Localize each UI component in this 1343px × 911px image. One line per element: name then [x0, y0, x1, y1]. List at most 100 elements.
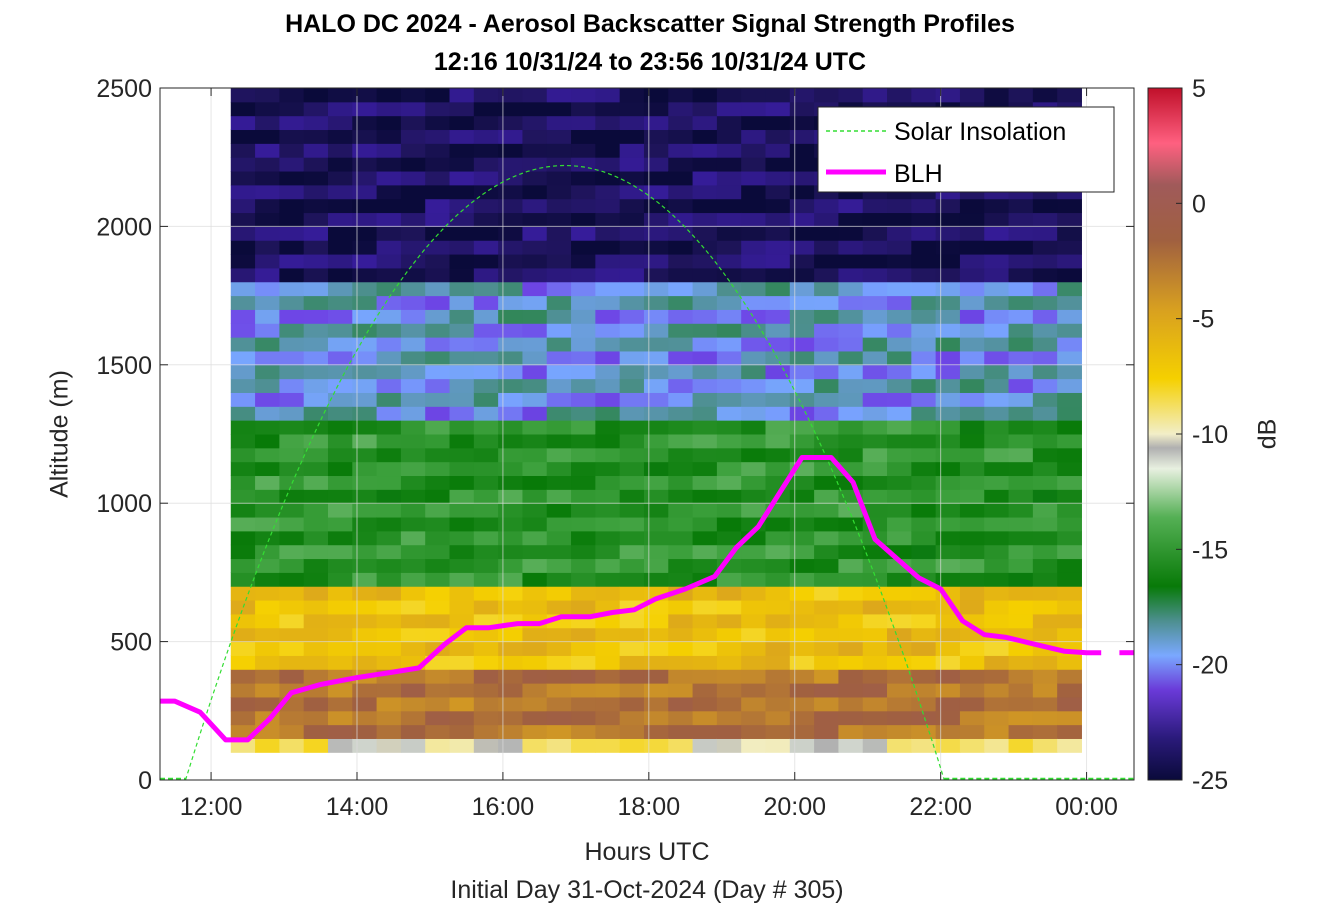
heatmap-cell: [498, 724, 523, 739]
heatmap-cell: [1008, 337, 1034, 352]
heatmap-cell: [571, 337, 596, 352]
heatmap-cell: [279, 613, 305, 629]
heatmap-cell: [741, 226, 766, 241]
heatmap-cell: [887, 475, 912, 490]
colorbar-tick-label: -15: [1192, 536, 1228, 564]
heatmap-cell: [911, 226, 937, 241]
heatmap-cell: [279, 309, 305, 324]
heatmap-cell: [814, 586, 839, 601]
heatmap-cell: [692, 337, 718, 352]
heatmap-cell: [571, 724, 596, 739]
heatmap-cell: [473, 517, 499, 532]
heatmap-cell: [911, 461, 937, 477]
heatmap-cell: [400, 309, 426, 324]
heatmap-cell: [255, 572, 280, 587]
heatmap-cell: [1057, 337, 1082, 352]
heatmap-cell: [303, 600, 329, 615]
heatmap-cell: [449, 600, 475, 615]
heatmap-cell: [814, 323, 839, 338]
colorbar-tick-label: 5: [1192, 75, 1206, 103]
heatmap-cell: [643, 281, 669, 297]
heatmap-cell: [449, 295, 475, 310]
heatmap-cell: [789, 254, 815, 269]
heatmap-cell: [814, 461, 839, 477]
heatmap-cell: [1057, 212, 1082, 227]
heatmap-cell: [303, 641, 329, 656]
heatmap-cell: [1032, 544, 1058, 560]
heatmap-cell: [473, 489, 499, 504]
heatmap-cell: [279, 226, 305, 241]
heatmap-cell: [911, 517, 937, 532]
heatmap-cell: [425, 724, 451, 739]
heatmap-cell: [789, 364, 815, 380]
heatmap-cell: [668, 295, 694, 310]
heatmap-cell: [1008, 88, 1034, 103]
heatmap-cell: [716, 198, 742, 214]
heatmap-cell: [473, 157, 499, 172]
heatmap-cell: [959, 267, 985, 283]
heatmap-cell: [255, 212, 280, 227]
heatmap-cell: [498, 600, 523, 615]
heatmap-cell: [643, 447, 669, 463]
heatmap-cell: [959, 517, 985, 532]
heatmap-cell: [449, 392, 475, 407]
heatmap-cell: [498, 337, 523, 352]
heatmap-cell: [1032, 655, 1058, 670]
heatmap-cell: [376, 558, 402, 573]
heatmap-cell: [327, 129, 353, 144]
heatmap-cell: [668, 503, 694, 518]
heatmap-cell: [230, 710, 256, 726]
heatmap-cell: [449, 530, 475, 546]
heatmap-cell: [838, 655, 864, 670]
heatmap-cell: [1032, 627, 1058, 643]
heatmap-cell: [230, 295, 256, 310]
heatmap-cell: [522, 240, 548, 255]
heatmap-cell: [376, 503, 402, 518]
heatmap-cell: [279, 88, 305, 103]
heatmap-cell: [498, 489, 523, 504]
heatmap-cell: [230, 115, 256, 131]
heatmap-cell: [668, 420, 694, 435]
heatmap-cell: [935, 323, 961, 338]
heatmap-cell: [352, 572, 378, 587]
heatmap-cell: [279, 517, 305, 532]
heatmap-cell: [935, 572, 961, 587]
colorbar-label: dB: [1253, 418, 1282, 450]
colorbar-tick-label: 0: [1192, 190, 1206, 218]
heatmap-cell: [522, 489, 548, 504]
heatmap-cell: [935, 655, 961, 670]
heatmap-cell: [522, 434, 548, 449]
heatmap-cell: [255, 171, 280, 186]
heatmap-cell: [692, 586, 718, 601]
heatmap-cell: [400, 503, 426, 518]
heatmap-cell: [741, 434, 766, 449]
heatmap-cell: [911, 696, 937, 712]
heatmap-cell: [473, 281, 499, 297]
heatmap-cell: [571, 143, 596, 158]
heatmap-cell: [546, 434, 572, 449]
heatmap-cell: [668, 198, 694, 214]
heatmap-cell: [449, 267, 475, 283]
heatmap-cell: [692, 655, 718, 670]
heatmap-cell: [692, 392, 718, 407]
heatmap-cell: [814, 281, 839, 297]
heatmap-cell: [522, 309, 548, 324]
heatmap-cell: [887, 710, 912, 726]
heatmap-cell: [473, 669, 499, 684]
heatmap-cell: [546, 655, 572, 670]
heatmap-cell: [959, 530, 985, 546]
heatmap-cell: [303, 198, 329, 214]
heatmap-cell: [862, 489, 888, 504]
heatmap-cell: [279, 295, 305, 310]
heatmap-cell: [789, 323, 815, 338]
heatmap-cell: [522, 724, 548, 739]
heatmap-cell: [352, 600, 378, 615]
heatmap-cell: [838, 323, 864, 338]
heatmap-cell: [765, 420, 791, 435]
heatmap-cell: [1032, 517, 1058, 532]
heatmap-cell: [400, 530, 426, 546]
heatmap-cell: [473, 627, 499, 643]
heatmap-cell: [279, 586, 305, 601]
heatmap-cell: [668, 641, 694, 656]
heatmap-cell: [400, 461, 426, 477]
